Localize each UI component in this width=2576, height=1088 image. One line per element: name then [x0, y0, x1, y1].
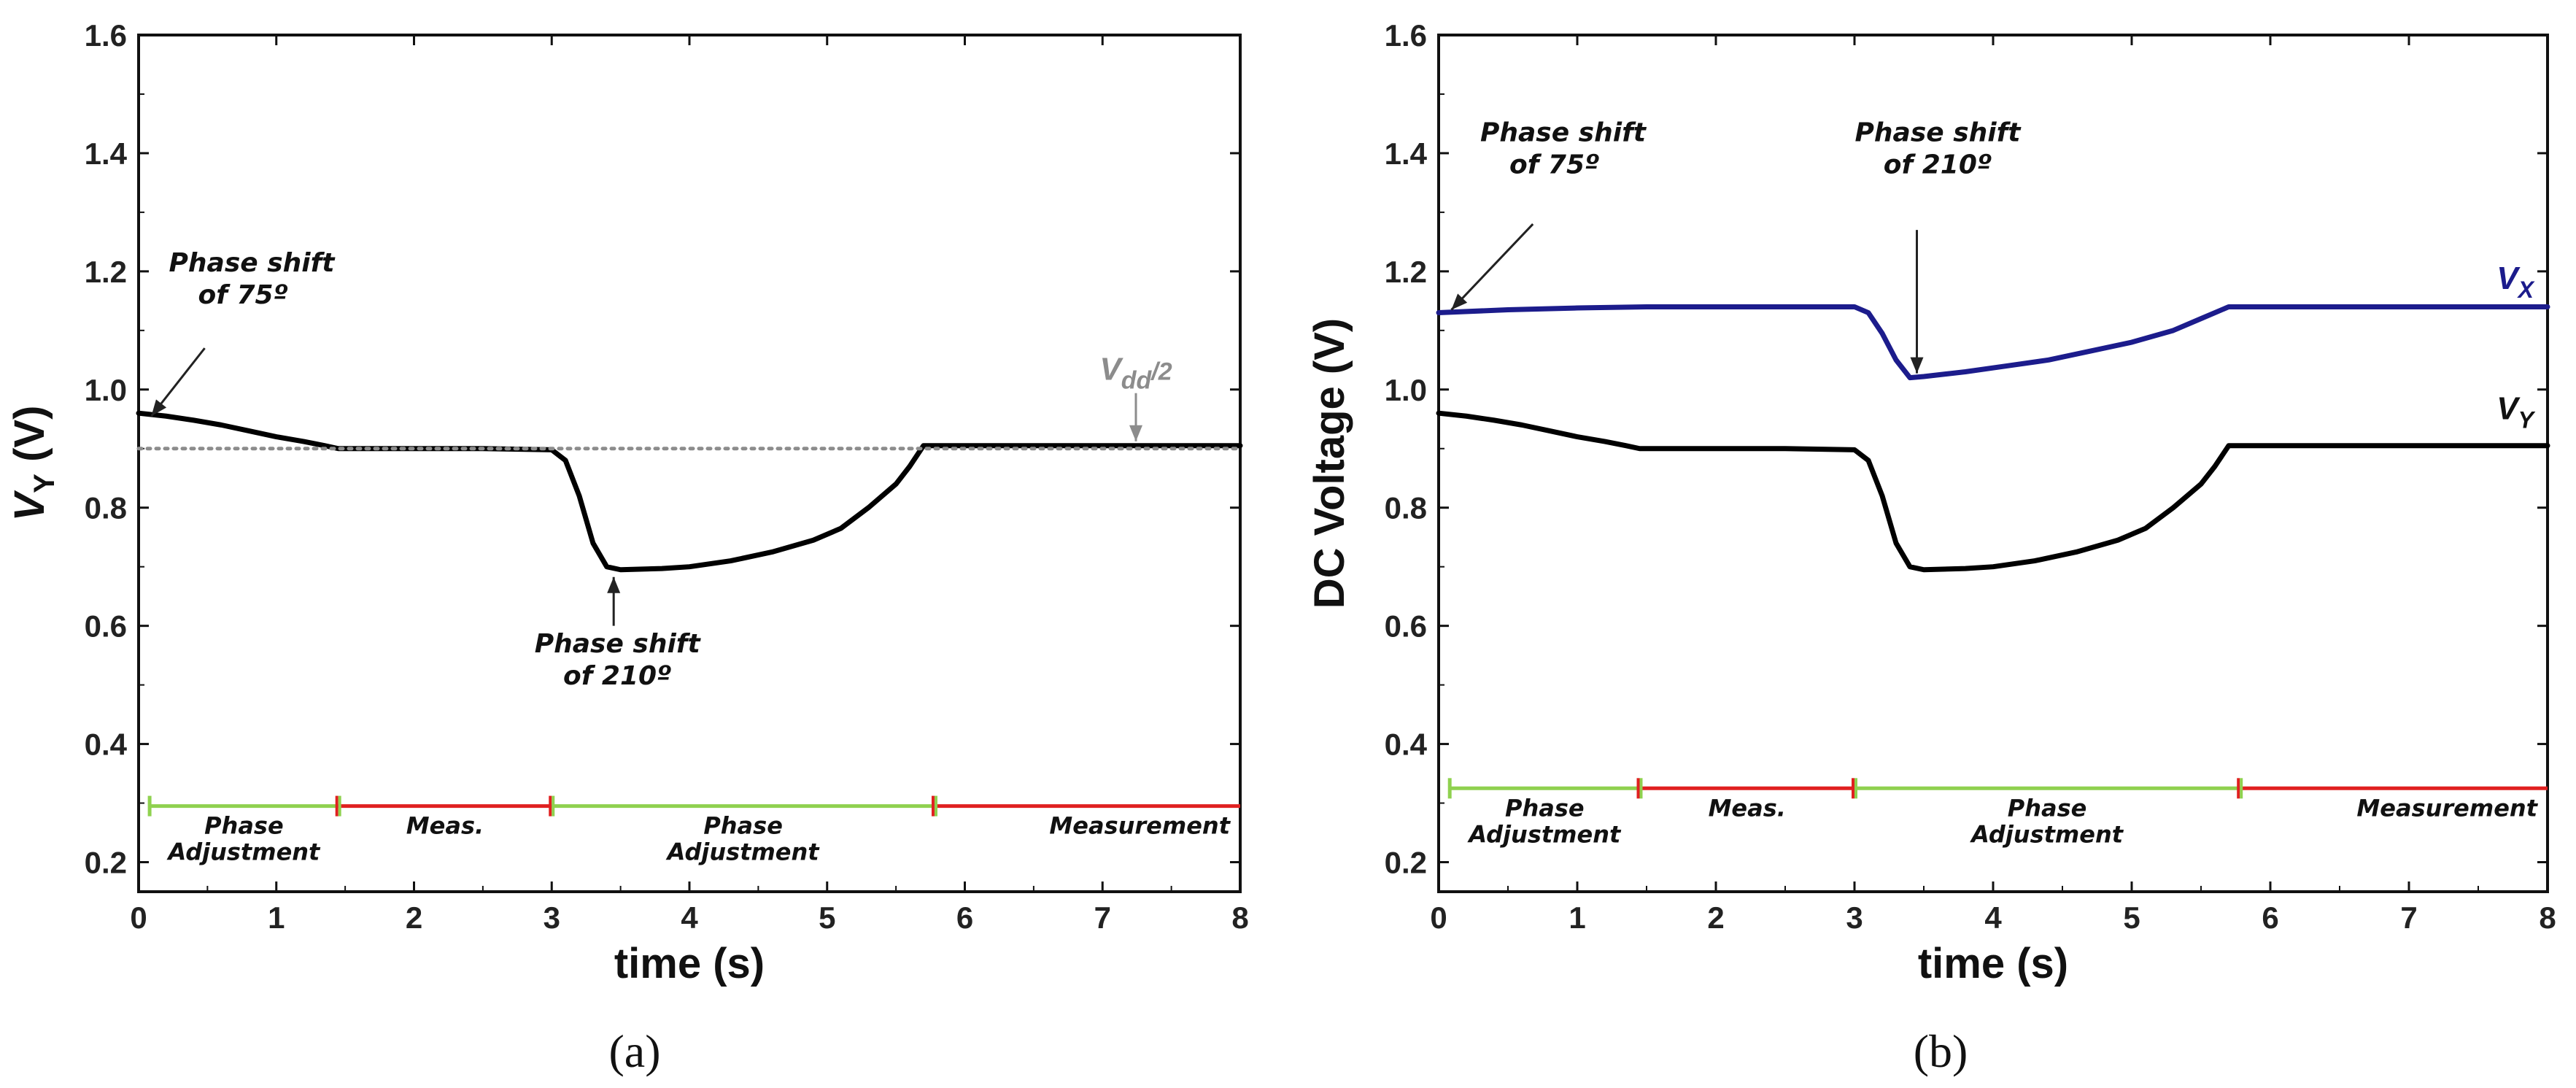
y-tick-label: 1.2 — [85, 255, 127, 289]
phase-bar-label: Adjustment — [1466, 820, 1622, 848]
annotation-arrow-head — [1129, 425, 1142, 441]
x-tick-label: 4 — [1984, 900, 2002, 935]
phase-bar-label: Meas. — [1709, 794, 1786, 822]
annotation-text: of 210º — [563, 661, 671, 691]
x-tick-label: 1 — [268, 900, 285, 935]
x-tick-label: 8 — [2539, 900, 2556, 935]
x-tick-label: 8 — [1231, 900, 1248, 935]
y-axis-label-unit: (V) — [6, 406, 53, 474]
vdd-label-main: V — [1099, 352, 1123, 387]
phase-bar-label: Measurement — [1049, 812, 1231, 840]
x-tick-label: 3 — [1846, 900, 1863, 935]
y-tick-label: 1.4 — [1385, 136, 1428, 171]
annotation-text: Phase shift — [169, 248, 336, 278]
y-tick-label: 1.6 — [85, 18, 127, 53]
y-tick-label: 0.2 — [85, 846, 127, 880]
y-tick-label: 0.8 — [1385, 491, 1427, 525]
x-tick-label: 4 — [681, 900, 698, 935]
phase-bar-label: Meas. — [406, 812, 484, 840]
y-tick-label: 0.8 — [85, 491, 127, 525]
x-tick-label: 3 — [544, 900, 560, 935]
x-tick-label: 7 — [2400, 900, 2417, 935]
y-axis-label: DC Voltage (V) — [1306, 318, 1353, 609]
x-axis-label: time (s) — [614, 940, 765, 987]
annotation-arrow-line — [1450, 223, 1534, 311]
y-tick-label: 0.2 — [1385, 846, 1427, 880]
series-label-sub: Y — [2518, 406, 2536, 433]
series-line-vx — [1436, 304, 2550, 381]
y-tick-label: 1.2 — [1385, 255, 1427, 289]
x-tick-label: 5 — [2123, 900, 2140, 935]
y-tick-label: 0.4 — [1385, 728, 1428, 762]
y-axis-label: VY (V) — [6, 406, 61, 522]
phase-bar-label: Phase — [2008, 794, 2087, 822]
annotation-arrow-head — [151, 399, 167, 417]
x-tick-label: 2 — [1707, 900, 1724, 935]
panel-a-chart: 0 1 2 3 4 5 6 7 8 0.2 0.4 0.6 0.8 1.0 1.2 1.4 1.6 time (s… — [6, 18, 1249, 1077]
y-tick-label: 1.4 — [85, 136, 128, 171]
phase-bar-label: Phase — [1505, 794, 1585, 822]
x-tick-label: 0 — [130, 900, 147, 935]
vdd-half-label: Vdd/2 — [1099, 352, 1172, 395]
series-label-main: V — [2496, 261, 2521, 296]
phase-bar-label: Measurement — [2356, 794, 2538, 822]
y-tick-label: 1.0 — [1385, 373, 1427, 407]
panel-b-chart: 0 1 2 3 4 5 6 7 8 0.2 0.4 0.6 0.8 1.0 1.2 1.4 1.6 time (s… — [1306, 18, 2556, 1077]
phase-bar-label: Adjustment — [1969, 820, 2124, 848]
phase-bar-label: Phase — [204, 812, 284, 840]
x-tick-label: 2 — [406, 900, 422, 935]
series-label: VY — [2496, 390, 2535, 433]
series-label: VX — [2496, 261, 2534, 303]
annotation-text: Phase shift — [535, 629, 702, 659]
x-tick-label: 0 — [1430, 900, 1447, 935]
vdd-label-sub: dd — [1121, 367, 1153, 395]
x-axis-label: time (s) — [1918, 940, 2068, 987]
vdd-label-suffix: /2 — [1150, 358, 1172, 386]
x-tick-label: 6 — [2262, 900, 2278, 935]
x-tick-label: 6 — [956, 900, 973, 935]
x-tick-label: 1 — [1569, 900, 1585, 935]
series-label-main: V — [2496, 390, 2521, 426]
x-tick-label: 5 — [819, 900, 835, 935]
annotation-arrow-head — [1451, 293, 1468, 310]
y-tick-label: 0.6 — [85, 609, 127, 644]
y-tick-label: 1.6 — [1385, 18, 1427, 53]
y-tick-label: 0.6 — [1385, 609, 1427, 644]
annotation-text: Phase shift — [1855, 118, 2022, 148]
annotation-text: of 75º — [198, 280, 288, 310]
annotation-arrow-head — [607, 576, 621, 593]
annotation-text: of 210º — [1884, 150, 1992, 180]
x-tick-label: 7 — [1094, 900, 1111, 935]
y-axis-label-main: V — [6, 490, 53, 521]
y-axis-label-sub: Y — [28, 474, 61, 493]
panel-label: (a) — [608, 1025, 660, 1077]
phase-bar-label: Phase — [703, 812, 783, 840]
annotation-text: of 75º — [1509, 150, 1599, 180]
series-label-sub: X — [2517, 277, 2535, 303]
phase-bar-label: Adjustment — [665, 838, 821, 866]
series-line-vy — [1436, 410, 2550, 573]
series-line-vy — [136, 410, 1243, 573]
annotation-arrow-head — [1910, 357, 1924, 374]
annotation-text: Phase shift — [1480, 118, 1647, 148]
panel-label: (b) — [1914, 1025, 1968, 1077]
plot-frame — [137, 34, 1242, 893]
y-tick-label: 0.4 — [85, 728, 128, 762]
phase-bar-label: Adjustment — [166, 838, 321, 866]
plot-frame — [1437, 34, 2549, 893]
y-tick-label: 1.0 — [85, 373, 127, 407]
